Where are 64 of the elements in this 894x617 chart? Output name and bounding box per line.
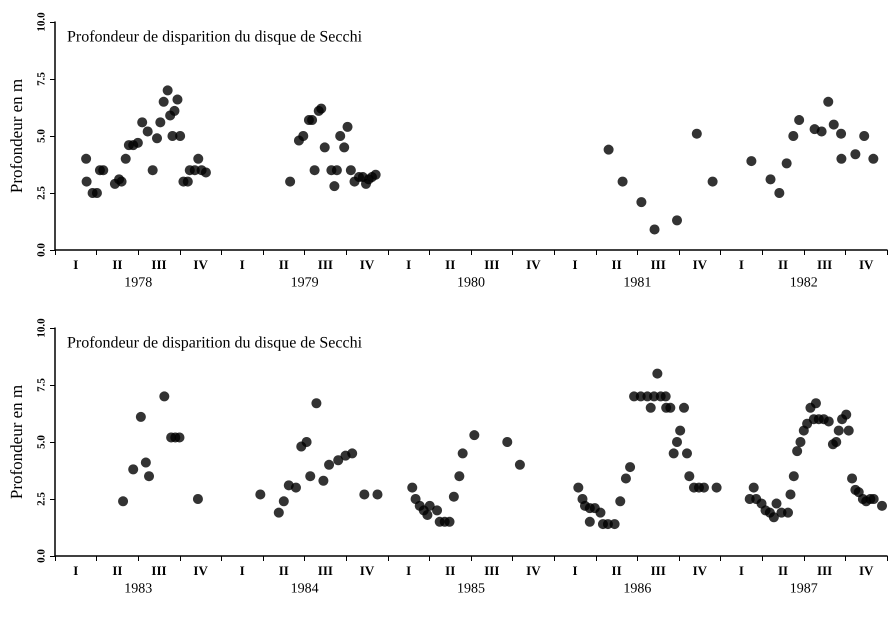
text: III bbox=[318, 257, 333, 272]
text: II bbox=[612, 257, 622, 272]
y-tick-label: 5.0 bbox=[36, 128, 48, 143]
y-tick-label: 2.5 bbox=[36, 186, 48, 200]
text: III bbox=[817, 563, 832, 578]
y-tick-label: 0.0 bbox=[36, 242, 48, 257]
y-tick-label: 0.0 bbox=[36, 548, 48, 563]
text: III bbox=[650, 563, 666, 578]
text: IV bbox=[193, 563, 208, 578]
text: I bbox=[738, 563, 744, 578]
text: I bbox=[240, 257, 245, 272]
text: III bbox=[151, 257, 167, 272]
text: II bbox=[778, 563, 788, 578]
text: III bbox=[151, 563, 167, 578]
chart-title: Profondeur de disparition du disque de Secchi bbox=[67, 28, 363, 46]
text: II bbox=[112, 257, 122, 272]
text: II bbox=[278, 257, 289, 272]
text: IV bbox=[858, 257, 874, 272]
x-tick-label: 1982 bbox=[790, 276, 818, 290]
x-tick-label: 1979 bbox=[290, 276, 319, 290]
text: I bbox=[240, 563, 245, 578]
text: II bbox=[612, 563, 622, 578]
text: IV bbox=[360, 257, 375, 272]
y-tick-label: 10.0 bbox=[36, 12, 48, 32]
text: II bbox=[778, 257, 788, 272]
y-tick-label: 7.5 bbox=[36, 378, 48, 392]
text: IV bbox=[360, 563, 375, 578]
text: I bbox=[572, 563, 578, 578]
x-tick-label: 1978 bbox=[124, 276, 152, 290]
text: I bbox=[406, 257, 412, 272]
x-tick-label: 1987 bbox=[790, 582, 818, 596]
y-axis-title: Profondeur en m bbox=[7, 78, 26, 194]
text: III bbox=[650, 257, 666, 272]
text: I bbox=[572, 257, 578, 272]
text: III bbox=[817, 257, 832, 272]
text: I bbox=[738, 257, 744, 272]
text: III bbox=[484, 257, 500, 272]
text: III bbox=[318, 563, 333, 578]
text: IV bbox=[526, 563, 542, 578]
x-tick-label: 1984 bbox=[290, 582, 319, 596]
text: I bbox=[73, 257, 78, 272]
x-tick-label: 1985 bbox=[457, 582, 485, 596]
text: IV bbox=[858, 563, 874, 578]
text: III bbox=[484, 563, 500, 578]
x-tick-label: 1981 bbox=[623, 276, 652, 290]
text: IV bbox=[526, 257, 542, 272]
y-axis-title: Profondeur en m bbox=[7, 384, 26, 500]
text: IV bbox=[193, 257, 208, 272]
text: IV bbox=[692, 257, 708, 272]
text: II bbox=[112, 563, 122, 578]
text: II bbox=[445, 257, 456, 272]
y-tick-label: 5.0 bbox=[36, 434, 48, 449]
text: II bbox=[445, 563, 456, 578]
text: I bbox=[406, 563, 412, 578]
chart-title: Profondeur de disparition du disque de Secchi bbox=[67, 334, 363, 352]
text: I bbox=[73, 563, 78, 578]
y-tick-label: 7.5 bbox=[36, 72, 48, 86]
x-tick-label: 1980 bbox=[457, 276, 485, 290]
y-tick-label: 10.0 bbox=[36, 318, 48, 338]
x-tick-label: 1983 bbox=[124, 582, 152, 596]
text: II bbox=[278, 563, 289, 578]
x-tick-label: 1986 bbox=[623, 582, 652, 596]
text: IV bbox=[692, 563, 708, 578]
y-tick-label: 2.5 bbox=[36, 492, 48, 506]
